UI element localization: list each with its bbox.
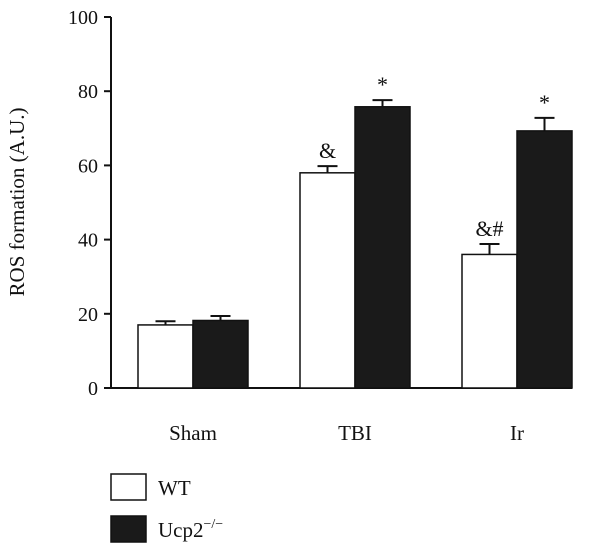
significance-label: &# — [475, 216, 503, 241]
y-tick-label: 80 — [78, 81, 98, 103]
legend-label: WT — [158, 476, 191, 500]
legend-swatch-wt — [110, 473, 147, 501]
significance-label: * — [539, 90, 550, 115]
y-tick-label: 0 — [88, 378, 98, 400]
y-axis-title: ROS formation (A.U.) — [5, 108, 29, 297]
legend-swatch-ucp2 — [110, 515, 147, 543]
legend-label: Ucp2−/− — [158, 517, 223, 542]
bar-ucp2-tbi — [354, 106, 411, 389]
x-category-label: Sham — [169, 421, 217, 445]
y-tick-label: 60 — [78, 155, 98, 177]
legend: WT Ucp2−/− — [110, 473, 223, 543]
x-category-label: TBI — [338, 421, 372, 445]
y-tick-label: 40 — [78, 230, 98, 252]
bar-wt-ir — [461, 253, 518, 389]
y-tick-label: 100 — [68, 7, 98, 29]
plot-area: 0 20 40 60 80 100 Sham & * TBI &# * Ir — [68, 7, 573, 445]
bar-ucp2-sham — [192, 319, 249, 389]
y-tick-label: 20 — [78, 304, 98, 326]
bar-ucp2-ir — [516, 130, 573, 389]
x-category-label: Ir — [510, 421, 524, 445]
bar-wt-sham — [137, 324, 194, 389]
significance-label: & — [319, 138, 336, 163]
significance-label: * — [377, 72, 388, 97]
bar-wt-tbi — [299, 172, 356, 389]
